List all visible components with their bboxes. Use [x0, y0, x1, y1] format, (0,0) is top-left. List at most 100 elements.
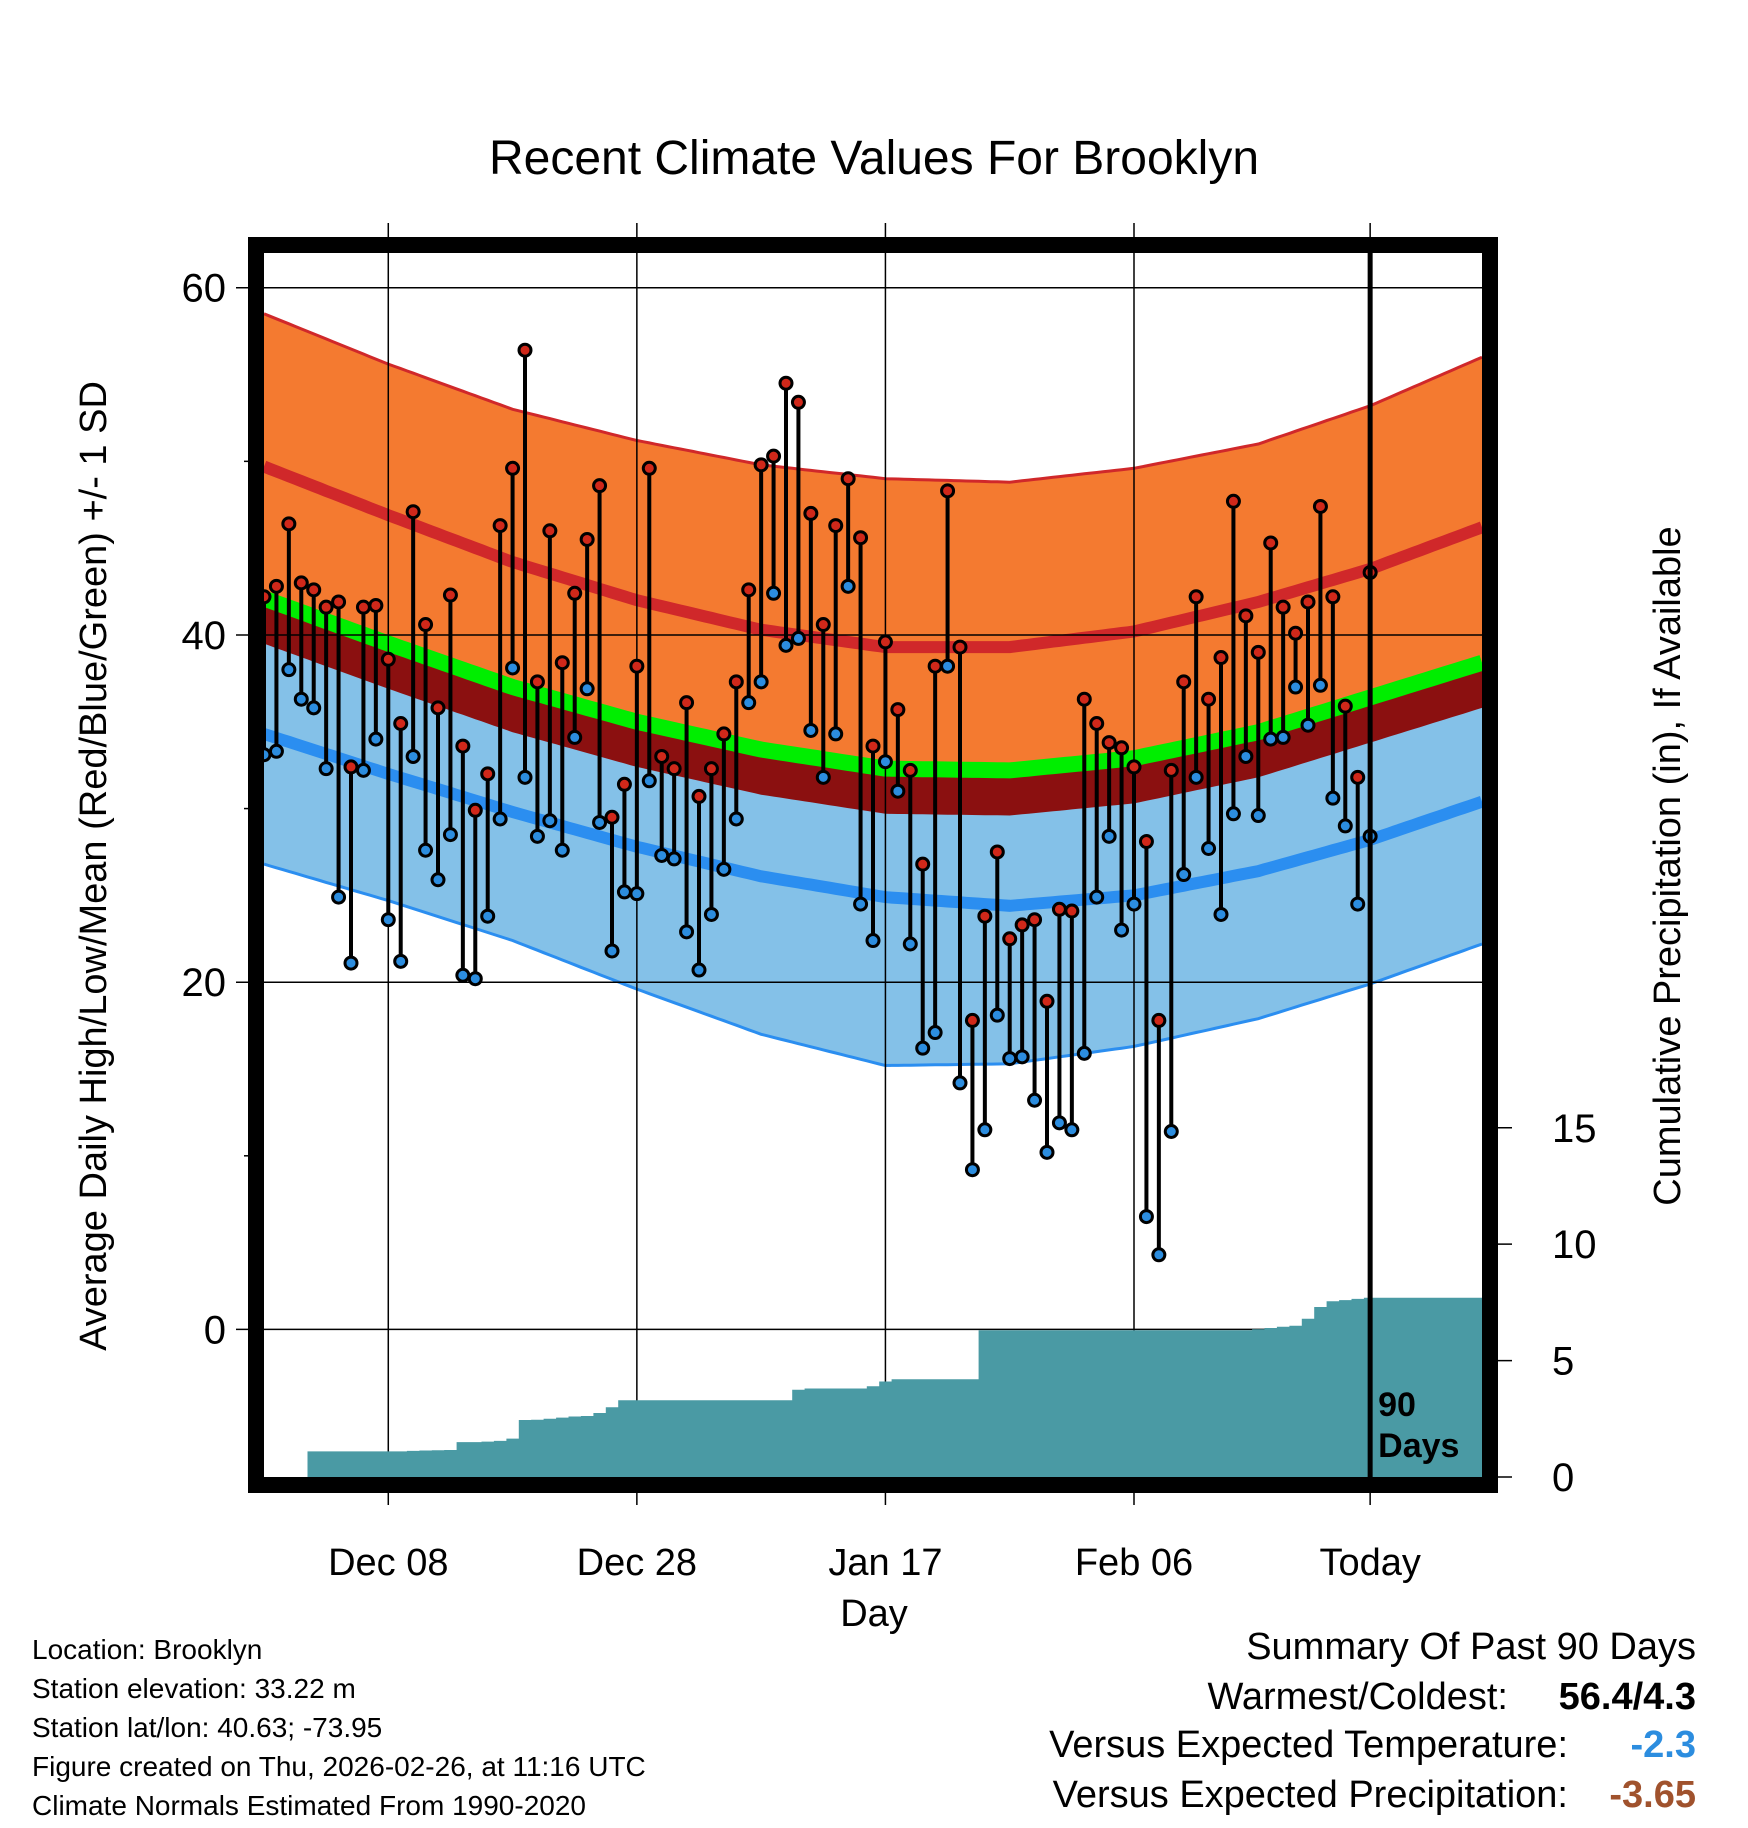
- daily-high-point: [915, 856, 931, 872]
- high-sd-upper-line: [264, 312, 1482, 484]
- daily-low-point: [281, 662, 297, 678]
- daily-high-point: [1300, 594, 1316, 610]
- x-tick-label: Dec 28: [577, 1542, 697, 1584]
- daily-high-point: [616, 776, 632, 792]
- daily-high-point: [505, 460, 521, 476]
- precip-area: [264, 1297, 1482, 1477]
- daily-low-point: [604, 943, 620, 959]
- daily-high-point: [691, 788, 707, 804]
- daily-low-point: [1163, 1124, 1179, 1140]
- daily-high-point: [368, 597, 384, 613]
- daily-high-point: [1163, 762, 1179, 778]
- daily-high-point: [1263, 535, 1279, 551]
- daily-high-point: [629, 658, 645, 674]
- daily-high-point: [1002, 931, 1018, 947]
- daily-high-point: [1076, 691, 1092, 707]
- daily-low-point: [467, 971, 483, 987]
- info-latlon: Station lat/lon: 40.63; -73.95: [32, 1712, 383, 1743]
- daily-high-point: [902, 762, 918, 778]
- daily-high-point: [840, 471, 856, 487]
- daily-high-point: [989, 844, 1005, 860]
- daily-high-point: [890, 702, 906, 718]
- plot-frame: [248, 237, 1498, 1493]
- daily-high-point: [853, 530, 869, 546]
- daily-high-point: [567, 585, 583, 601]
- daily-high-point: [803, 505, 819, 521]
- daily-high-point: [1101, 735, 1117, 751]
- summary-precip-label: Versus Expected Precipitation:: [1052, 1774, 1568, 1816]
- daily-low-point: [554, 842, 570, 858]
- daily-high-point: [405, 504, 421, 520]
- y-axis-label: Average Daily High/Low/Mean (Red/Blue/Gr…: [73, 381, 115, 1351]
- daily-low-point: [641, 773, 657, 789]
- daily-high-point: [306, 582, 322, 598]
- daily-low-point: [1225, 806, 1241, 822]
- daily-low-point: [977, 1122, 993, 1138]
- daily-low-point: [442, 827, 458, 843]
- daily-low-point: [691, 962, 707, 978]
- info-elevation: Station elevation: 33.22 m: [32, 1673, 356, 1704]
- daily-low-point: [1089, 889, 1105, 905]
- summary-precip-value: -3.65: [1609, 1774, 1696, 1816]
- daily-low-point: [1300, 717, 1316, 733]
- daily-high-point: [1275, 599, 1291, 615]
- daily-low-point: [1337, 818, 1353, 834]
- daily-low-point: [877, 754, 893, 770]
- daily-low-point: [1151, 1247, 1167, 1263]
- daily-low-point: [753, 674, 769, 690]
- summary-title: Summary Of Past 90 Days: [1246, 1626, 1696, 1668]
- daily-low-point: [1275, 729, 1291, 745]
- daily-low-point: [567, 729, 583, 745]
- daily-high-point: [790, 394, 806, 410]
- daily-low-point: [1138, 1209, 1154, 1225]
- daily-low-point: [778, 637, 794, 653]
- daily-low-point: [1250, 808, 1266, 824]
- daily-high-point: [318, 599, 334, 615]
- daily-low-point: [1288, 679, 1304, 695]
- daily-high-point: [442, 587, 458, 603]
- daily-high-point: [1337, 698, 1353, 714]
- daily-low-point: [865, 933, 881, 949]
- daily-low-point: [592, 814, 608, 830]
- daily-low-point: [306, 700, 322, 716]
- daily-high-point: [654, 748, 670, 764]
- daily-high-point: [741, 582, 757, 598]
- daily-low-point: [1238, 748, 1254, 764]
- daily-low-point: [1312, 677, 1328, 693]
- daily-high-point: [964, 1012, 980, 1028]
- daily-low-point: [368, 731, 384, 747]
- daily-high-point: [641, 460, 657, 476]
- daily-high-point: [430, 700, 446, 716]
- daily-low-point: [579, 681, 595, 697]
- daily-high-point: [554, 655, 570, 671]
- daily-high-point: [1312, 498, 1328, 514]
- daily-low-point: [828, 726, 844, 742]
- daily-high-point: [592, 478, 608, 494]
- summary-warmest-value: 56.4/4.3: [1558, 1676, 1696, 1718]
- daily-low-point: [405, 748, 421, 764]
- y-tick-label: 20: [182, 961, 227, 1005]
- daily-high-point: [1176, 674, 1192, 690]
- daily-low-point: [1325, 790, 1341, 806]
- daily-low-point: [430, 872, 446, 888]
- daily-low-point: [728, 811, 744, 827]
- daily-high-point: [679, 695, 695, 711]
- daily-high-point: [703, 761, 719, 777]
- daily-low-point: [355, 762, 371, 778]
- daily-high-point: [1225, 493, 1241, 509]
- daily-low-point: [343, 955, 359, 971]
- high-sd-band: [264, 313, 1482, 771]
- daily-low-point: [840, 578, 856, 594]
- daily-high-point: [604, 809, 620, 825]
- daily-high-point: [753, 457, 769, 473]
- summary-temp-value: -2.3: [1630, 1724, 1696, 1766]
- summary-warmest-label: Warmest/Coldest:: [1207, 1676, 1508, 1718]
- daily-low-point: [815, 769, 831, 785]
- x-tick-label: Feb 06: [1075, 1542, 1193, 1584]
- daily-low-point: [1076, 1045, 1092, 1061]
- daily-low-point: [331, 889, 347, 905]
- daily-high-point: [1151, 1012, 1167, 1028]
- y-tick-label: 60: [182, 267, 227, 311]
- daily-high-point: [1126, 759, 1142, 775]
